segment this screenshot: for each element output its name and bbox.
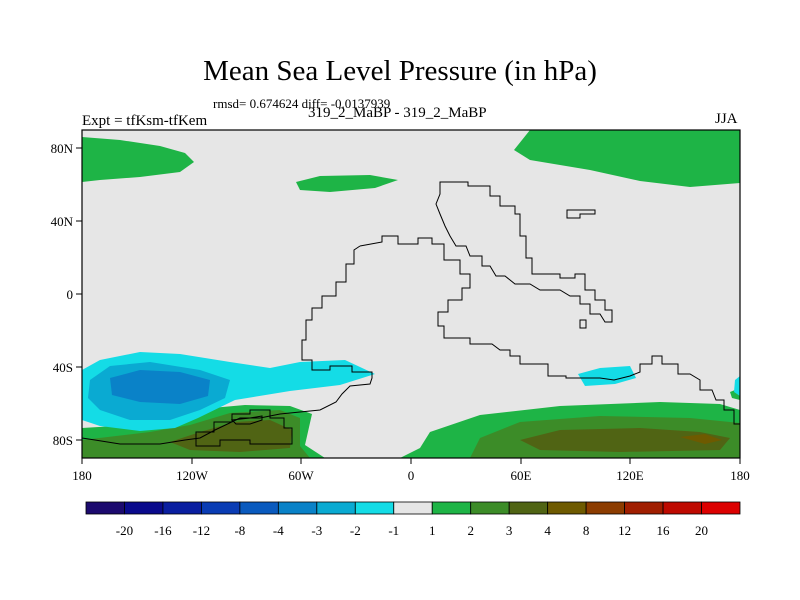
colorbar-swatch bbox=[162, 501, 202, 515]
colorbar-label: 16 bbox=[657, 523, 671, 538]
experiment-label: Expt = tfKsm-tfKem bbox=[82, 113, 208, 129]
colorbar-swatch bbox=[470, 501, 510, 515]
x-tick-label: 60W bbox=[288, 468, 314, 483]
coastline-antarctic-island bbox=[230, 415, 263, 425]
colorbar-swatch bbox=[624, 501, 664, 515]
antarctic-brown-spot bbox=[680, 434, 722, 444]
coastlines bbox=[81, 181, 740, 447]
y-tick-label: 40N bbox=[51, 214, 74, 229]
colorbar-label: 1 bbox=[429, 523, 436, 538]
colorbar-swatch bbox=[124, 501, 164, 515]
x-tick-label: 180 bbox=[730, 468, 750, 483]
colorbar-label: -4 bbox=[273, 523, 284, 538]
colorbar-label: -20 bbox=[116, 523, 133, 538]
arctic-west-anomaly bbox=[82, 137, 194, 182]
colorbar-label: -2 bbox=[350, 523, 361, 538]
colorbar-label: 20 bbox=[695, 523, 708, 538]
x-tick-label: 60E bbox=[511, 468, 532, 483]
colorbar-swatch bbox=[201, 501, 241, 515]
colorbar-label: -8 bbox=[234, 523, 245, 538]
arctic-east-anomaly bbox=[514, 130, 740, 187]
y-tick-label: 0 bbox=[67, 287, 74, 302]
colorbar-swatch bbox=[701, 501, 741, 515]
colorbar-label: 2 bbox=[467, 523, 474, 538]
colorbar-swatch bbox=[277, 501, 318, 515]
colorbar-swatch bbox=[85, 501, 125, 515]
x-axis bbox=[81, 458, 741, 464]
colorbar-label: -16 bbox=[154, 523, 172, 538]
colorbar-label: -3 bbox=[311, 523, 322, 538]
indian-ocean-cyan bbox=[578, 366, 636, 386]
colorbar-swatch bbox=[508, 501, 549, 515]
colorbar-swatch bbox=[662, 501, 702, 515]
x-tick-label: 120E bbox=[616, 468, 644, 483]
south-pacific-darkblue bbox=[110, 370, 210, 404]
colorbar-swatch bbox=[547, 501, 587, 515]
x-tick-label: 120W bbox=[176, 468, 209, 483]
season-label: JJA bbox=[715, 111, 738, 127]
colorbar-swatch bbox=[585, 501, 625, 515]
colorbar-label: 8 bbox=[583, 523, 590, 538]
stats-label: rmsd= 0.674624 diff= -0.0137939 bbox=[213, 96, 391, 111]
y-tick-label: 80N bbox=[51, 141, 74, 156]
coastline-island-north bbox=[566, 209, 596, 219]
subtitle: 319_2_MaBP - 319_2_MaBP bbox=[308, 105, 487, 121]
x-tick-label: 0 bbox=[408, 468, 415, 483]
colorbar-swatch bbox=[431, 501, 472, 515]
coastline-antarctic-west bbox=[195, 409, 293, 447]
y-tick-label: 80S bbox=[53, 433, 73, 448]
coastline-island-small bbox=[579, 319, 587, 329]
east-pacific-cyan bbox=[734, 376, 740, 396]
colorbar-label: 4 bbox=[544, 523, 551, 538]
x-tick-label: 180 bbox=[72, 468, 92, 483]
colorbar-label: 12 bbox=[618, 523, 631, 538]
chart-title: Mean Sea Level Pressure (in hPa) bbox=[203, 55, 597, 87]
coastline-africa bbox=[359, 235, 740, 425]
colorbar-label: -12 bbox=[193, 523, 210, 538]
coastline-americas bbox=[435, 181, 613, 323]
north-atlantic-anomaly bbox=[296, 175, 398, 192]
antarctic-olive-east bbox=[520, 428, 730, 452]
colorbar-swatch bbox=[239, 501, 279, 515]
coastline-eurasia-west bbox=[81, 245, 373, 445]
colorbar-swatch bbox=[316, 501, 356, 515]
colorbar-swatch bbox=[354, 501, 395, 515]
colorbar: -20 -16 -12 -8 -4 -3 -2 -1 1 2 3 4 8 12 16 20 bbox=[85, 501, 741, 538]
colorbar-label: -1 bbox=[388, 523, 399, 538]
y-tick-label: 40S bbox=[53, 360, 73, 375]
colorbar-label: 3 bbox=[506, 523, 513, 538]
y-axis bbox=[76, 147, 82, 441]
colorbar-swatch bbox=[393, 501, 433, 515]
